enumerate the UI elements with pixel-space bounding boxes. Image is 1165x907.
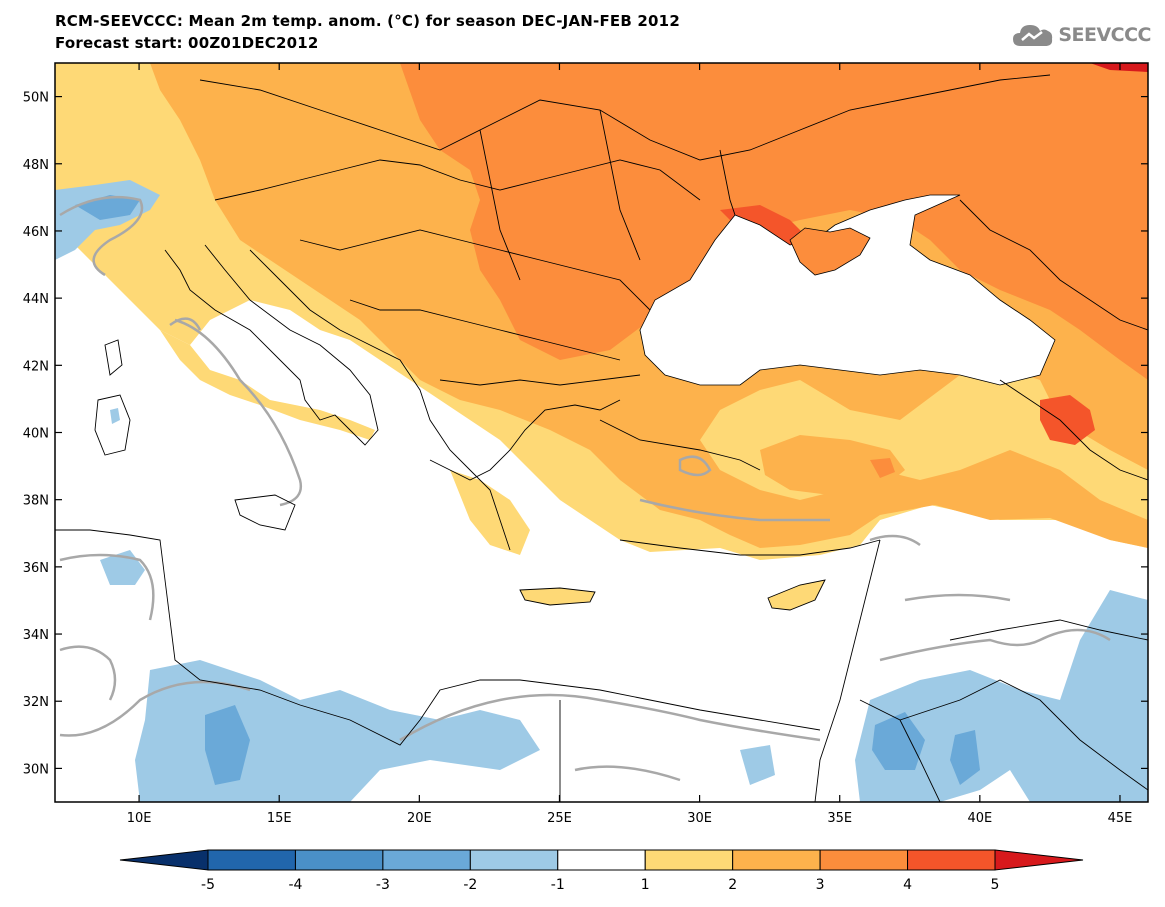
anomaly-cool-libya-core [205,705,250,785]
lat-tick-label: 42N [23,359,49,374]
anomaly-region-4-5-caucasus [1040,395,1095,445]
colorbar-label: -5 [201,877,215,893]
anomaly-warm-italy-coast [160,330,375,440]
logo-text: SEEVCCC [1058,24,1151,46]
lat-tick-label: 44N [23,292,49,307]
lat-tick-label: 48N [23,158,49,173]
lat-tick-label: 30N [23,762,49,777]
colorbar-label: 3 [816,877,825,893]
longitude-axis: 10E 15E 20E 25E 30E 35E 40E 45E [127,63,1133,826]
colorbar-segment [382,849,471,871]
lat-tick-label: 38N [23,494,49,509]
colorbar-label: 5 [991,877,1000,893]
colorbar-segment [819,849,909,871]
colorbar-label: -2 [463,877,477,893]
map-title: RCM-SEEVCCC: Mean 2m temp. anom. (°C) fo… [55,12,680,30]
lon-tick-label: 15E [267,811,292,826]
anomaly-cool-sardinia [110,408,120,424]
anomaly-warm-crete [520,588,595,605]
lat-tick-label: 46N [23,225,49,240]
black-sea [639,194,1056,386]
colorbar-label: -4 [288,877,302,893]
lon-tick-label: 35E [827,811,852,826]
anomaly-region-5-ne [1090,63,1148,72]
colorbar-label: 2 [728,877,737,893]
anomaly-cool-arabia [855,590,1148,802]
anomaly-cool-arabia-core [872,712,925,770]
colorbar-segment [732,849,821,871]
anomaly-warm-cyprus [768,580,825,610]
lat-tick-label: 40N [23,427,49,442]
colorbar-segment [557,849,646,871]
anomaly-cool-arabia-core2 [950,730,980,785]
anomaly-region-3-4-anatolia [870,458,895,478]
colorbar: -5 -4 -3 -2 -1 1 2 3 4 5 [119,849,1084,893]
anomaly-region-2-3-anatolia [760,435,905,495]
colorbar-label: -1 [551,877,565,893]
forecast-start-label: Forecast start: 00Z01DEC2012 [55,34,319,52]
colorbar-arrow-low [119,849,209,871]
colorbar-label: 1 [641,877,650,893]
zero-contours [59,195,1111,782]
colorbar-segment [469,849,559,871]
coastlines-borders [55,74,1148,802]
colorbar-label: 4 [903,877,912,893]
lat-tick-label: 36N [23,561,49,576]
lat-tick-label: 50N [23,91,49,106]
crimea-peninsula [789,227,871,276]
colorbar-segment [294,849,384,871]
lon-tick-label: 20E [407,811,432,826]
colorbar-segment [207,849,296,871]
anomaly-warm-greece [450,470,530,555]
map-area [55,63,1148,802]
colorbar-segment [644,849,734,871]
lon-tick-label: 45E [1108,811,1133,826]
cloud-icon [1013,25,1053,46]
colorbar-segment [907,849,996,871]
lon-tick-label: 30E [687,811,712,826]
colorbar-arrow-high [994,849,1084,871]
seevccc-logo: SEEVCCC [1012,22,1151,48]
anomaly-cool-egypt [740,745,775,785]
lon-tick-label: 25E [547,811,572,826]
lat-tick-label: 34N [23,628,49,643]
lon-tick-label: 40E [967,811,992,826]
latitude-axis: 30N 32N 34N 36N 38N 40N 42N 44N 46N 48N 50N [23,91,1148,777]
colorbar-label: -3 [376,877,390,893]
lon-tick-label: 10E [127,811,152,826]
lat-tick-label: 32N [23,695,49,710]
